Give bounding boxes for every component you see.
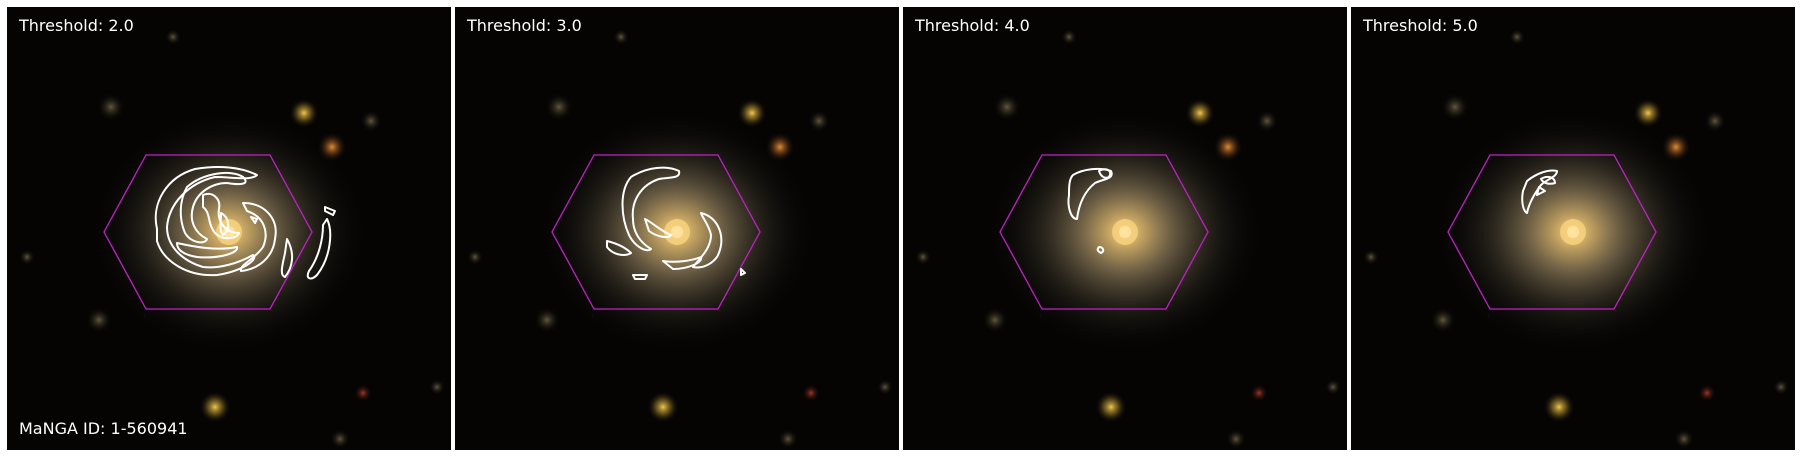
contour-overlay bbox=[154, 166, 336, 280]
threshold-label: Threshold: 5.0 bbox=[1363, 16, 1478, 35]
panel-threshold-2: Threshold: 2.0 MaNGA ID: 1-560941 bbox=[7, 7, 451, 450]
panel-threshold-3: Threshold: 3.0 bbox=[455, 7, 899, 450]
threshold-label: Threshold: 2.0 bbox=[19, 16, 134, 35]
galaxy-image bbox=[7, 7, 451, 450]
manga-id-label: MaNGA ID: 1-560941 bbox=[19, 419, 188, 438]
galaxy-image bbox=[1351, 7, 1795, 450]
threshold-label: Threshold: 4.0 bbox=[915, 16, 1030, 35]
panel-threshold-5: Threshold: 5.0 bbox=[1351, 7, 1795, 450]
contour-overlay bbox=[1067, 167, 1113, 254]
threshold-label: Threshold: 3.0 bbox=[467, 16, 582, 35]
galaxy-image bbox=[903, 7, 1347, 450]
galaxy-image bbox=[455, 7, 899, 450]
contour-overlay bbox=[1521, 169, 1558, 214]
panel-threshold-4: Threshold: 4.0 bbox=[903, 7, 1347, 450]
contour-overlay bbox=[606, 166, 746, 280]
